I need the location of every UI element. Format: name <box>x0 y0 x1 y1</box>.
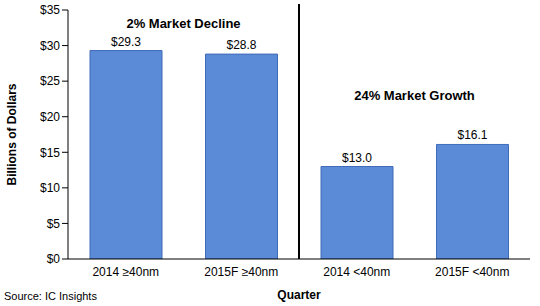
html-text:Source: IC Insights: Source: IC Insights <box>4 290 97 302</box>
svg-text:2014 ≥40nm: 2014 ≥40nm <box>92 265 159 279</box>
svg-text:$28.8: $28.8 <box>226 38 256 52</box>
html-text:2% Market Decline: 2% Market Decline <box>126 16 241 31</box>
svg-text:Billions of Dollars: Billions of Dollars <box>8 83 19 185</box>
svg-text:2015F ≥40nm: 2015F ≥40nm <box>204 265 278 279</box>
svg-text:$10: $10 <box>40 181 60 195</box>
html-text:24% Market Growth: 24% Market Growth <box>354 88 475 103</box>
svg-text:$13.0: $13.0 <box>342 151 372 165</box>
svg-text:$35: $35 <box>40 3 60 17</box>
svg-text:$20: $20 <box>40 110 60 124</box>
svg-text:$29.3: $29.3 <box>111 35 141 49</box>
svg-text:$0: $0 <box>47 252 61 266</box>
svg-text:$15: $15 <box>40 146 60 160</box>
svg-text:$30: $30 <box>40 39 60 53</box>
svg-text:2014 <40nm: 2014 <40nm <box>323 265 390 279</box>
html-text:Quarter: Quarter <box>277 288 321 302</box>
svg-text:$16.1: $16.1 <box>457 128 487 142</box>
svg-text:$25: $25 <box>40 74 60 88</box>
svg-text:2015F <40nm: 2015F <40nm <box>435 265 509 279</box>
svg-text:$5: $5 <box>47 217 61 231</box>
